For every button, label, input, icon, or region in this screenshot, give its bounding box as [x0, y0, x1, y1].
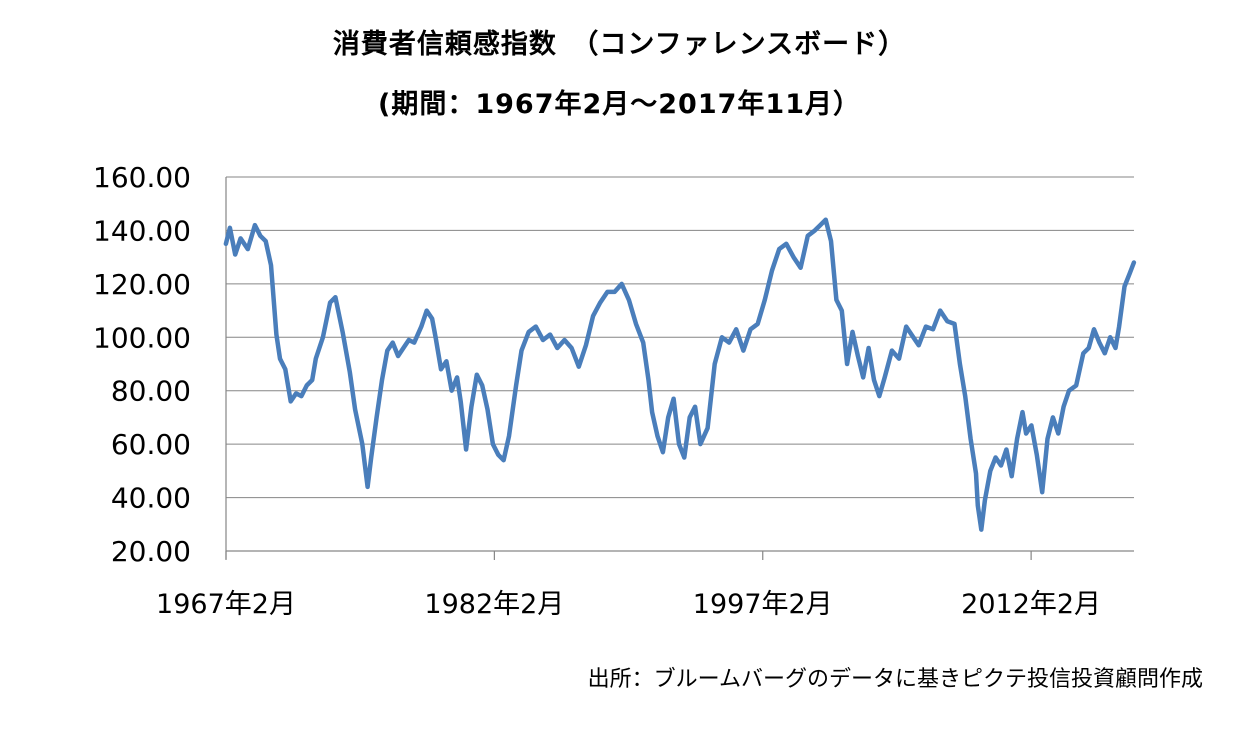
x-axis: 1967年2月 1982年2月 1997年2月 2012年2月	[156, 177, 1134, 620]
y-tick-label: 60.00	[111, 428, 191, 461]
line-chart: 20.00 40.00 60.00 80.00 100.00 120.00 140.00 16…	[93, 161, 1137, 620]
x-tick-label: 1997年2月	[693, 589, 833, 620]
x-tick-label: 1982年2月	[424, 589, 564, 620]
source-note: 出所：ブルームバーグのデータに基きピクテ投信投資顧問作成	[587, 667, 1203, 692]
y-tick-label: 20.00	[111, 535, 191, 568]
gridlines	[226, 176, 1134, 552]
y-tick-label: 120.00	[93, 268, 191, 301]
y-tick-label: 140.00	[93, 214, 191, 247]
y-tick-label: 160.00	[93, 161, 191, 194]
x-tick-label: 1967年2月	[156, 589, 296, 620]
y-axis-ticks: 20.00 40.00 60.00 80.00 100.00 120.00 140.00 16…	[93, 161, 191, 568]
y-tick-label: 100.00	[93, 321, 191, 354]
x-tick-label: 2012年2月	[961, 589, 1101, 620]
series-layer	[223, 217, 1137, 532]
chart-title: 消費者信頼感指数 （コンファレンスボード）	[332, 29, 907, 60]
y-tick-label: 40.00	[111, 482, 191, 515]
series-line-consumer-confidence	[223, 217, 1137, 532]
y-tick-label: 80.00	[111, 375, 191, 408]
chart-subtitle: (期間：1967年2月～2017年11月）	[378, 89, 861, 120]
